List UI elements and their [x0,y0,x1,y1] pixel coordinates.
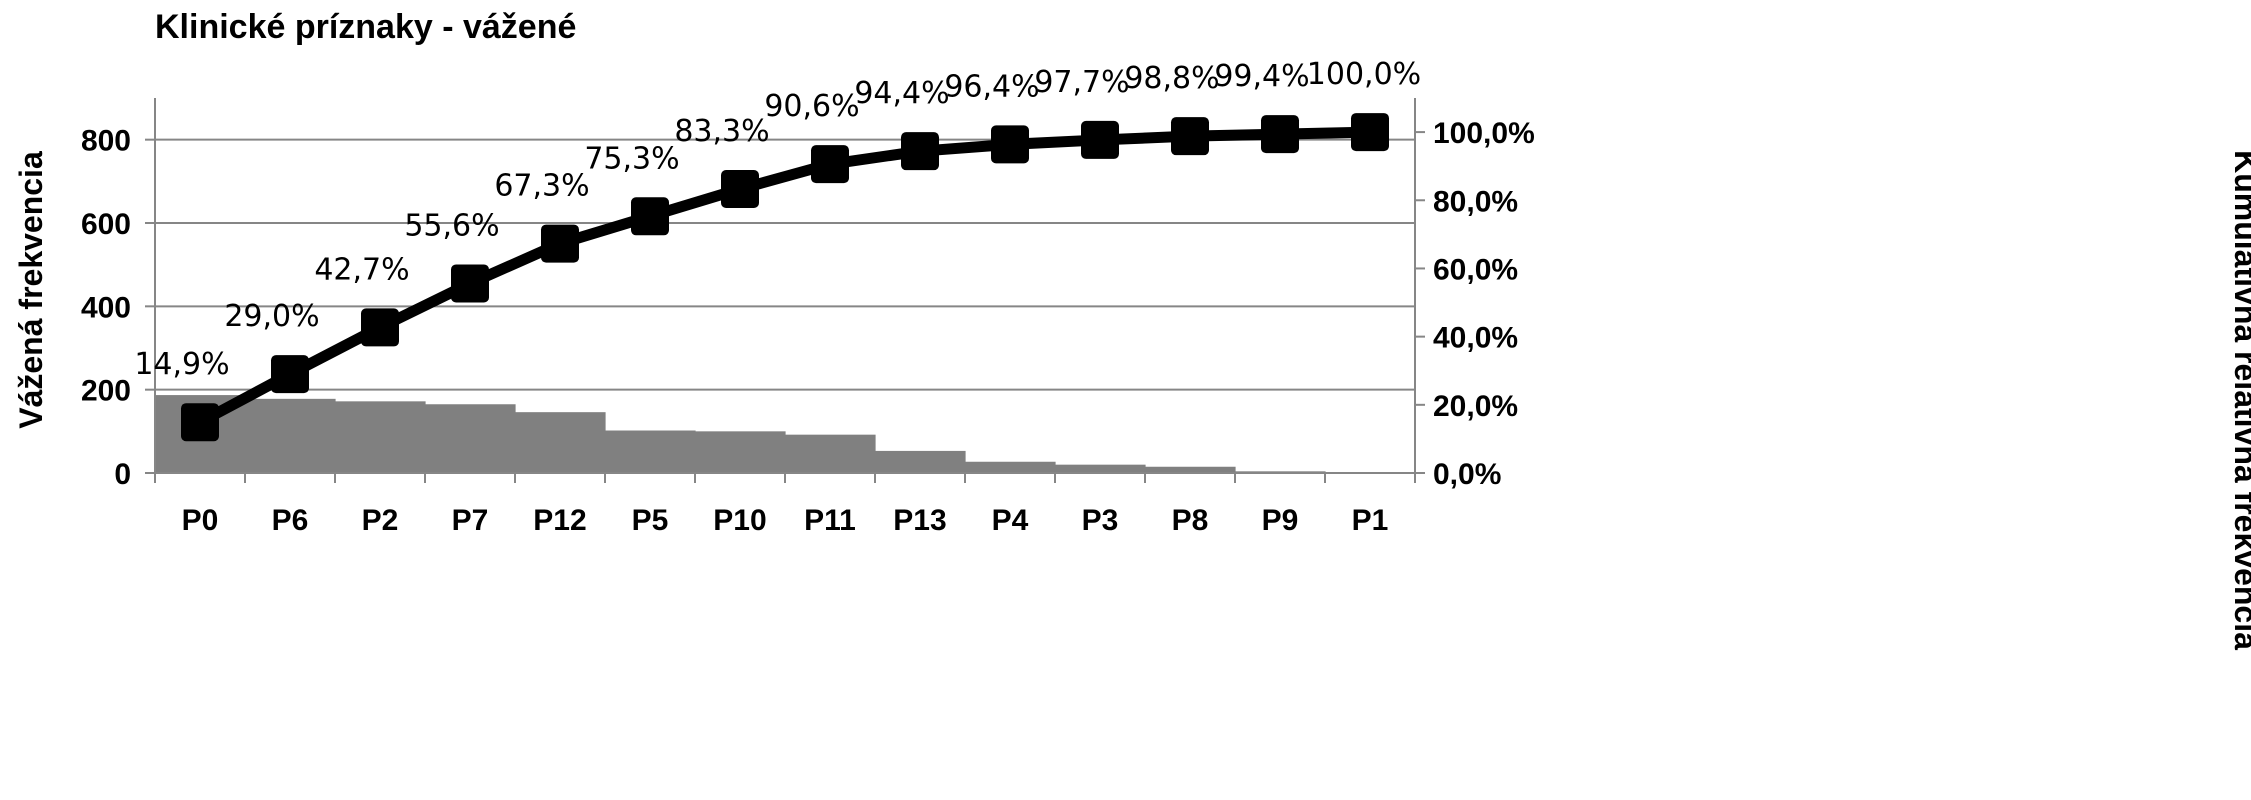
axes: 0 200 400 600 800 0,0% 20,0% 40,0% 60,0% 80,0% 100… [81,98,1535,537]
data-label-P1: 100,0% [1307,57,1421,92]
y2-tick-label: 80,0% [1433,185,1518,218]
line-marker-P5 [631,197,669,236]
line-marker-P1 [1351,113,1389,152]
line-marker-P11 [811,145,849,184]
data-label-P12: 67,3% [494,169,589,204]
x-tick-label: P2 [362,504,399,537]
x-tick-label: P9 [1262,504,1299,537]
line-marker-P2 [361,308,399,347]
x-tick-label: P4 [992,504,1029,537]
line-marker-P9 [1261,115,1299,154]
y2-tick-label: 40,0% [1433,322,1518,355]
x-tick-label: P5 [632,504,669,537]
y-tick-label: 400 [81,291,131,324]
x-tick-label: P10 [713,504,766,537]
bar-P3 [1055,464,1146,473]
bar-P6 [245,398,336,473]
data-label-P2: 42,7% [314,252,409,287]
data-label-P8: 98,8% [1124,61,1219,96]
x-tick-label: P7 [452,504,489,537]
y-tick-label: 600 [81,208,131,241]
x-tick-label: P0 [182,504,219,537]
bar-series [155,395,1326,473]
y2-axis-title: Kumulatívna relatívna frekvencia [2228,150,2251,650]
y2-tick-label: 100,0% [1433,117,1535,150]
bar-P4 [965,461,1056,473]
bar-P7 [425,404,516,473]
x-tick-label: P12 [533,504,586,537]
data-label-P0: 14,9% [134,347,229,382]
data-label-P9: 99,4% [1214,59,1309,94]
line-marker-P3 [1081,120,1119,159]
x-tick-label: P1 [1352,504,1389,537]
x-tick-label: P8 [1172,504,1209,537]
data-label-P10: 83,3% [674,114,769,149]
line-marker-P0 [181,403,219,442]
y2-tick-label: 0,0% [1433,458,1501,491]
data-label-P7: 55,6% [404,208,499,243]
bar-P8 [1145,466,1236,473]
y-tick-label: 800 [81,125,131,158]
bar-P10 [695,431,786,473]
y2-tick-label: 20,0% [1433,390,1518,423]
chart-title: Klinické príznaky - vážené [155,8,576,46]
bar-P5 [605,430,696,473]
bar-P13 [875,450,966,473]
data-label-P6: 29,0% [224,299,319,334]
data-label-P5: 75,3% [584,141,679,176]
line-marker-P8 [1171,117,1209,156]
line-marker-P6 [271,355,309,394]
line-marker-P7 [451,264,489,303]
x-tick-label: P3 [1082,504,1119,537]
y-tick-label: 200 [81,375,131,408]
line-marker-P12 [541,224,579,263]
data-label-P3: 97,7% [1034,65,1129,100]
line-marker-P13 [901,132,939,171]
cumulative-line-series [181,113,1389,442]
bar-P2 [335,401,426,473]
line-marker-P4 [991,125,1029,164]
x-tick-label: P6 [272,504,309,537]
bar-P11 [785,434,876,473]
x-tick-label: P13 [893,504,946,537]
data-labels: 14,9% 29,0% 42,7% 55,6% 67,3%75,3%83,3%90,6%… [134,57,1421,382]
x-tick-label: P11 [804,504,856,537]
bar-P12 [515,412,606,473]
data-label-P11: 90,6% [764,89,859,124]
y-axis-title: Vážená frekvencia [13,151,49,429]
data-label-P4: 96,4% [944,69,1039,104]
y-tick-label: 0 [114,458,131,491]
line-marker-P10 [721,170,759,209]
data-label-P13: 94,4% [854,76,949,111]
y2-tick-label: 60,0% [1433,253,1518,286]
